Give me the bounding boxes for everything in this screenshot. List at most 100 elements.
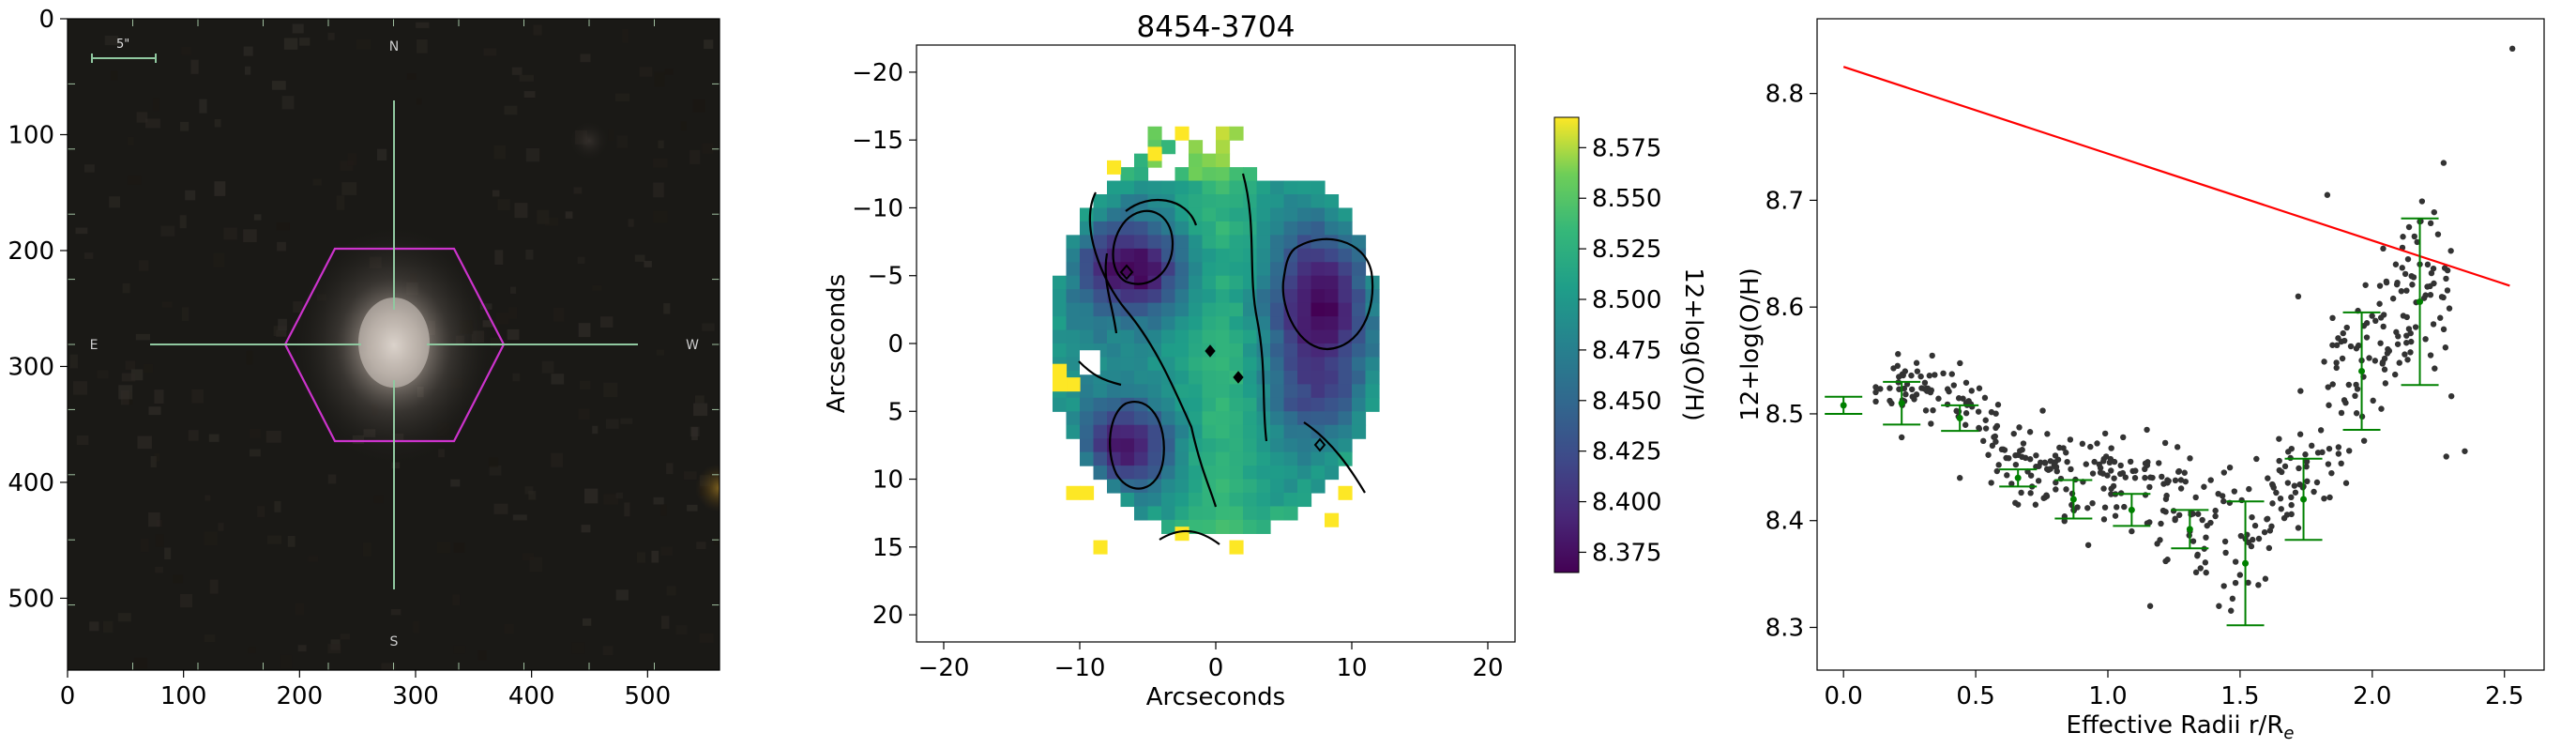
scatter-point	[2207, 519, 2214, 527]
map-cell	[1161, 329, 1176, 344]
map-cell	[1053, 377, 1068, 392]
gradient-y-tick-label: 8.5	[1765, 401, 1804, 429]
map-cell	[1080, 262, 1095, 277]
map-cell	[1229, 519, 1244, 534]
scatter-point	[2222, 549, 2229, 557]
map-cell	[1311, 316, 1326, 331]
scatter-point	[2392, 261, 2400, 267]
scatter-point	[2132, 467, 2139, 474]
map-cell	[1080, 384, 1095, 399]
sky-noise-pixel	[179, 215, 187, 229]
scatter-point	[2142, 474, 2148, 481]
map-cell	[1120, 329, 1135, 344]
colorbar-tick-label: 8.575	[1592, 134, 1661, 162]
scatter-point	[2219, 493, 2226, 499]
map-masked-cell	[1080, 350, 1100, 375]
map-cell	[1189, 140, 1204, 155]
map-cell	[1174, 289, 1190, 304]
map-cell	[1134, 343, 1149, 359]
scatter-point	[2440, 326, 2447, 333]
map-cell	[1216, 411, 1231, 426]
map-cell	[1080, 289, 1095, 304]
scatter-point	[2194, 551, 2201, 558]
map-cell	[1243, 262, 1258, 277]
scatter-point	[1993, 422, 2001, 430]
map-cell	[1120, 466, 1135, 481]
scatter-point	[2203, 534, 2209, 541]
map-cell	[1107, 329, 1122, 344]
scatter-point	[2231, 488, 2238, 495]
sky-noise-pixel	[699, 633, 714, 643]
scatter-point	[2444, 287, 2451, 294]
map-cell	[1243, 194, 1258, 209]
scatter-point	[2447, 392, 2455, 400]
map-cell	[1161, 207, 1176, 222]
map-cell	[1120, 207, 1135, 222]
sky-noise-pixel	[660, 504, 667, 516]
map-ylabel: Arcseconds	[823, 274, 851, 413]
map-cell	[1311, 180, 1326, 195]
sky-noise-pixel	[577, 256, 585, 265]
scatter-point	[2190, 511, 2196, 517]
scatter-point	[2329, 381, 2336, 388]
map-cell	[1134, 180, 1149, 195]
scatter-point	[2161, 439, 2169, 447]
scatter-point	[2056, 444, 2063, 451]
scatter-point	[2384, 350, 2391, 357]
map-cell	[1297, 289, 1312, 304]
map-cell	[1325, 207, 1340, 222]
colorbar-tick-label: 8.450	[1592, 388, 1661, 416]
map-cell	[1256, 207, 1271, 222]
scatter-point	[2333, 342, 2341, 349]
map-cell	[1120, 370, 1135, 385]
map-cell	[1107, 207, 1122, 222]
scatter-point	[2032, 501, 2039, 508]
map-cell	[1174, 451, 1190, 466]
map-cell	[1066, 329, 1081, 344]
map-cell	[1120, 424, 1135, 439]
sky-noise-pixel	[639, 67, 653, 77]
scatter-point	[2195, 511, 2202, 517]
sky-noise-pixel	[615, 492, 624, 499]
map-cell	[1297, 357, 1312, 372]
map-cell	[1243, 370, 1258, 385]
map-cell	[1066, 275, 1081, 290]
sky-noise-pixel	[653, 210, 668, 223]
scatter-point	[2338, 338, 2345, 345]
map-cell	[1229, 506, 1244, 521]
scatter-point	[2012, 451, 2019, 459]
scatter-point	[1890, 365, 1897, 372]
scatter-point	[2144, 426, 2150, 434]
gradient-x-tick-label: 2.5	[2485, 682, 2523, 710]
map-cell	[1107, 384, 1122, 399]
scatter-point	[2273, 489, 2280, 496]
scatter-point	[2321, 495, 2327, 502]
scatter-point	[2328, 469, 2335, 477]
sky-noise-pixel	[675, 625, 688, 635]
map-cell	[1229, 289, 1244, 304]
sky-noise-pixel	[624, 502, 630, 517]
map-cell	[1270, 235, 1285, 250]
map-cell	[1202, 384, 1217, 399]
gradient-axes: 0.0 0.5 1.0 1.5 2.0 2.5 8.3 8.4 8.5 8.6 8.7 8.8	[1765, 81, 2524, 710]
scatter-point	[1895, 351, 1902, 358]
scatter-points	[1840, 45, 2516, 614]
map-cell	[1053, 275, 1068, 290]
sky-noise-pixel	[190, 59, 199, 74]
sky-noise-pixel	[660, 546, 674, 556]
scatter-point	[2201, 483, 2207, 490]
scatter-point	[2396, 359, 2402, 366]
scatter-point	[2424, 261, 2432, 268]
map-cell	[1270, 316, 1285, 331]
sky-noise-pixel	[523, 91, 536, 99]
scatter-point	[2329, 342, 2336, 348]
map-cell	[1189, 248, 1204, 263]
map-cell	[1161, 493, 1176, 508]
scatter-point	[2220, 583, 2227, 589]
scatter-point	[2114, 504, 2120, 511]
scatter-point	[2018, 489, 2024, 496]
map-cell	[1270, 194, 1285, 209]
colorbar-tick-label: 8.375	[1592, 539, 1661, 567]
scatter-point	[2192, 494, 2199, 501]
sky-noise-pixel	[180, 593, 193, 608]
